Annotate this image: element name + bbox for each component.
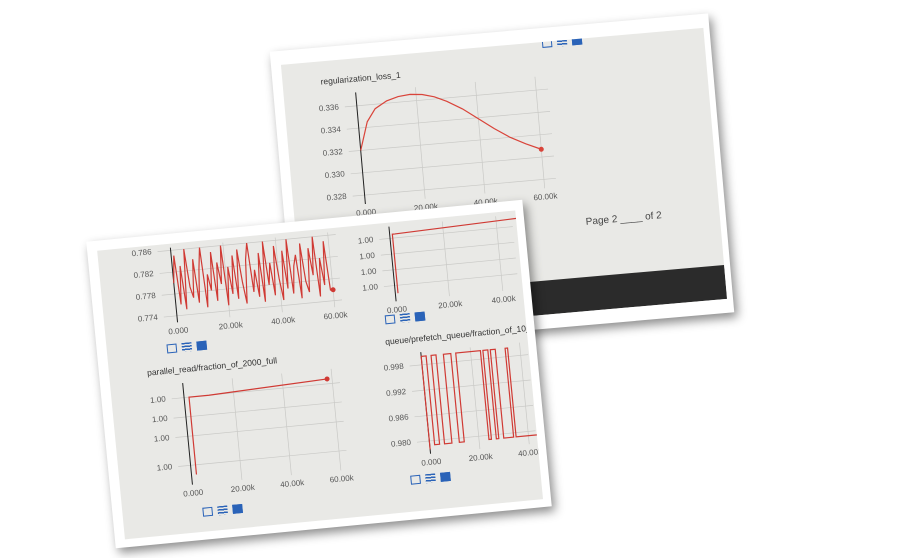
toolbar — [410, 471, 451, 485]
grid-line — [350, 155, 554, 175]
y-tick-label: 0.992 — [386, 387, 407, 398]
y-tick-label: 0.336 — [318, 102, 339, 113]
grid-line — [441, 221, 450, 297]
grid-line — [474, 81, 486, 194]
chart: queue/prefetch_queue/fraction_of_10_ 0.98… — [383, 323, 543, 468]
page-total: of 2 — [644, 210, 663, 223]
data-line — [173, 236, 334, 310]
y-tick-label: 0.778 — [135, 291, 156, 302]
page-label: Page 2 — [585, 214, 618, 228]
chart-title: queue/prefetch_queue/fraction_of_10_ — [385, 323, 532, 347]
back-photo: regularization_loss_1 0.328 0.330 0.332 0.33… — [269, 13, 735, 351]
x-tick-label: 20.00k — [438, 299, 464, 310]
grid-line — [222, 242, 231, 318]
chart-title: parallel_read/fraction_of_2000_full — [147, 355, 278, 377]
grid-line — [352, 177, 556, 197]
y-tick-label: 1.00 — [153, 433, 170, 444]
grid-line — [163, 299, 343, 318]
x-tick-label: 0.000 — [421, 457, 442, 468]
grid-line — [344, 88, 549, 108]
grid-line — [383, 273, 518, 287]
x-tick-label: 0.000 — [168, 325, 189, 336]
grid-line — [175, 420, 344, 438]
grid-line — [231, 378, 243, 480]
grid-line — [327, 232, 336, 308]
grid-line — [519, 342, 530, 445]
grid-line — [178, 449, 347, 467]
end-marker — [330, 287, 336, 293]
axis-line — [355, 92, 366, 205]
chart-title: regularization_loss_1 — [320, 70, 401, 87]
grid-line — [348, 133, 553, 152]
grid-line — [382, 257, 516, 272]
x-tick-label: 20.00k — [218, 320, 244, 331]
y-tick-label: 1.00 — [156, 462, 173, 473]
chart: 1.00 1.00 1.00 1.00 0.000 20.00k 40.00k — [357, 216, 518, 315]
y-tick-label: 0.782 — [133, 269, 154, 280]
x-tick-label: 20.00k — [414, 202, 440, 213]
axis-line — [388, 226, 397, 302]
y-tick-label: 0.986 — [388, 412, 409, 423]
axis-line — [169, 247, 179, 323]
data-line — [360, 93, 542, 151]
y-tick-label: 0.330 — [324, 169, 345, 180]
grid-line — [330, 368, 342, 471]
grid-line — [379, 226, 513, 240]
y-tick-label: 0.786 — [131, 247, 152, 258]
x-tick-label: 20.00k — [230, 483, 256, 494]
y-tick-label: 0.980 — [391, 438, 412, 449]
x-tick-label: 40.00k — [280, 478, 306, 489]
y-tick-label: 0.334 — [320, 125, 341, 136]
y-tick-label: 0.332 — [322, 147, 343, 158]
toolbar — [541, 35, 583, 48]
front-photo: 0.774 0.778 0.782 0.786 0.000 20.00k 40.00k 60.… — [86, 199, 552, 549]
grid-line — [173, 401, 342, 419]
grid-line — [281, 373, 292, 476]
x-tick-label: 60.00k — [533, 191, 559, 202]
axis-line — [182, 383, 193, 485]
toolbar — [166, 340, 208, 354]
x-tick-label: 40.00k — [518, 447, 543, 458]
screen: regularization_loss_1 0.328 0.330 0.332 0.33… — [280, 27, 728, 336]
grid-line — [469, 347, 481, 449]
y-tick-label: 0.328 — [326, 192, 347, 203]
chart: regularization_loss_1 0.328 0.330 0.332 0.33… — [318, 70, 559, 218]
y-tick-label: 1.00 — [362, 282, 379, 293]
data-line — [420, 347, 539, 450]
toolbar — [202, 503, 243, 517]
x-tick-label: 0.000 — [387, 304, 408, 315]
x-tick-label: 40.00k — [491, 294, 517, 305]
y-tick-label: 1.00 — [359, 251, 376, 262]
y-tick-label: 1.00 — [357, 235, 374, 246]
x-tick-label: 0.000 — [356, 207, 377, 218]
y-tick-label: 1.00 — [150, 394, 167, 405]
chart: 0.774 0.778 0.782 0.786 0.000 20.00k 40.00k 60.… — [131, 232, 349, 336]
grid-line — [534, 76, 546, 189]
y-tick-label: 1.00 — [152, 414, 169, 425]
x-tick-label: 40.00k — [473, 196, 499, 207]
x-tick-label: 40.00k — [271, 315, 297, 326]
x-tick-label: 60.00k — [329, 473, 355, 484]
end-marker — [538, 146, 544, 152]
grid-line — [380, 241, 515, 256]
y-tick-label: 0.998 — [383, 362, 404, 373]
x-tick-label: 20.00k — [468, 452, 494, 463]
x-tick-label: 60.00k — [323, 310, 349, 321]
screen: 0.774 0.778 0.782 0.786 0.000 20.00k 40.00k 60.… — [97, 210, 544, 540]
data-line — [188, 378, 328, 475]
x-tick-label: 0.000 — [183, 488, 204, 499]
y-tick-label: 0.774 — [137, 313, 158, 324]
pager: Page 2 ____ of 2 — [585, 210, 663, 228]
grid-line — [415, 87, 426, 199]
y-tick-label: 1.00 — [360, 267, 377, 278]
end-marker — [324, 376, 330, 382]
grid-line — [495, 216, 504, 292]
grid-line — [346, 111, 551, 130]
data-line — [391, 217, 518, 294]
chart: parallel_read/fraction_of_2000_full 1.00 1… — [147, 355, 355, 499]
